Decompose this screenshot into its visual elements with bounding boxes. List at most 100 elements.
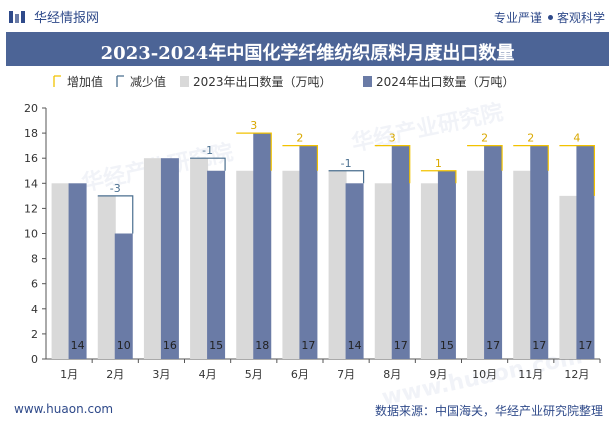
change-label-8: 3 xyxy=(389,132,396,145)
header: 华经情报网 专业严谨 客观科学 xyxy=(0,0,615,32)
change-bracket-7 xyxy=(328,170,365,184)
bar-2024-1 xyxy=(68,183,87,359)
bar-2023-5 xyxy=(236,170,255,359)
bar-2023-2 xyxy=(97,195,116,359)
legend-swatch-increase xyxy=(53,75,61,87)
x-tick-label-12: 12月 xyxy=(564,368,589,381)
bar-2024-6 xyxy=(299,145,318,359)
bar-2023-6 xyxy=(282,170,301,359)
y-tick-label-9: 18 xyxy=(24,127,38,140)
change-bracket-6 xyxy=(282,145,319,171)
data-label-2024-8: 17 xyxy=(394,339,408,352)
tagline-dot-icon xyxy=(547,15,553,20)
change-bracket-10 xyxy=(467,145,503,171)
chart-area: 增加值 减少值 2023年出口数量（万吨） 2024年出口数量（万吨） 0 2 4 6 8 10 1… xyxy=(24,74,601,381)
change-label-5: 3 xyxy=(250,119,257,132)
legend-label-increase: 增加值 xyxy=(67,74,103,89)
x-tick-label-5: 5月 xyxy=(245,368,263,381)
data-label-2024-5: 18 xyxy=(255,339,269,352)
x-tick-label-3: 3月 xyxy=(152,368,170,381)
data-label-2024-3: 16 xyxy=(163,339,177,352)
data-label-2024-10: 17 xyxy=(486,339,500,352)
tagline: 专业严谨 客观科学 xyxy=(494,9,605,26)
data-label-2024-9: 15 xyxy=(440,339,454,352)
change-bracket-12 xyxy=(559,145,596,196)
tagline-1: 专业严谨 xyxy=(493,11,542,25)
tagline-2: 客观科学 xyxy=(556,11,605,25)
brand-logo-icon xyxy=(9,10,25,23)
x-tick-label-7: 7月 xyxy=(337,368,355,381)
footer-source: 数据来源：中国海关，华经产业研究院整理 xyxy=(374,404,603,418)
legend-label-s2024: 2024年出口数量（万吨） xyxy=(376,74,515,89)
bar-2024-5 xyxy=(253,133,272,359)
bar-2024-8 xyxy=(391,145,410,359)
change-label-9: 1 xyxy=(435,157,442,170)
bar-2024-12 xyxy=(576,145,595,359)
legend-label-decrease: 减少值 xyxy=(130,74,166,89)
bar-2023-10 xyxy=(467,170,486,359)
y-tick-label-8: 16 xyxy=(24,152,38,165)
bar-2024-7 xyxy=(345,183,364,359)
bar-2024-9 xyxy=(437,170,456,359)
legend-label-s2023: 2023年出口数量（万吨） xyxy=(193,74,332,89)
legend-swatch-2024 xyxy=(363,76,372,87)
bar-2024-2 xyxy=(114,233,133,359)
data-label-2024-4: 15 xyxy=(209,339,223,352)
bar-2024-10 xyxy=(484,145,503,359)
x-tick-label-11: 11月 xyxy=(518,368,543,381)
x-tick-label-10: 10月 xyxy=(472,368,497,381)
change-bracket-2 xyxy=(97,195,134,234)
change-label-10: 2 xyxy=(481,132,488,145)
change-bracket-11 xyxy=(513,145,549,171)
change-bracket-4 xyxy=(190,157,226,171)
brand: 华经情报网 xyxy=(8,7,99,26)
change-label-12: 4 xyxy=(573,132,580,145)
legend-swatch-decrease xyxy=(116,75,124,87)
y-tick-label-6: 12 xyxy=(24,202,38,215)
bar-2023-11 xyxy=(513,170,532,359)
y-tick-label-2: 4 xyxy=(31,303,38,316)
title-bar: 2023-2024年中国化学纤维纺织原料月度出口数量 xyxy=(6,32,609,66)
bar-2023-9 xyxy=(420,183,439,359)
data-label-2024-7: 14 xyxy=(348,339,362,352)
bar-2023-8 xyxy=(374,183,393,359)
change-bracket-5 xyxy=(236,132,272,171)
footer-website[interactable]: www.huaon.com xyxy=(14,402,114,416)
y-tick-label-7: 14 xyxy=(24,177,38,190)
data-label-2024-12: 17 xyxy=(578,339,592,352)
bar-2023-7 xyxy=(328,170,347,359)
change-bracket-9 xyxy=(420,170,457,184)
y-tick-label-5: 10 xyxy=(24,228,38,241)
x-tick-label-6: 6月 xyxy=(291,368,309,381)
y-tick-label-1: 2 xyxy=(31,328,38,341)
change-label-2: -3 xyxy=(110,182,121,195)
y-tick-label-3: 6 xyxy=(31,278,38,291)
y-tick-label-4: 8 xyxy=(31,253,38,266)
bar-2023-1 xyxy=(51,183,70,359)
change-label-6: 2 xyxy=(296,132,303,145)
change-bracket-8 xyxy=(374,145,411,184)
x-tick-label-4: 4月 xyxy=(199,368,217,381)
change-label-7: -1 xyxy=(341,157,352,170)
data-label-2024-1: 14 xyxy=(71,339,85,352)
bar-2023-4 xyxy=(190,158,209,359)
bar-2023-3 xyxy=(143,158,162,359)
y-tick-label-10: 20 xyxy=(24,102,38,115)
data-label-2024-11: 17 xyxy=(532,339,546,352)
brand-name: 华经情报网 xyxy=(34,11,100,26)
y-tick-label-0: 0 xyxy=(31,353,38,366)
bar-2023-12 xyxy=(559,195,578,359)
change-label-4: -1 xyxy=(202,144,213,157)
x-tick-label-2: 2月 xyxy=(106,368,124,381)
legend-swatch-2023 xyxy=(180,76,189,87)
data-label-2024-6: 17 xyxy=(301,339,315,352)
x-tick-label-9: 9月 xyxy=(429,368,447,381)
x-tick-label-8: 8月 xyxy=(383,368,401,381)
bar-2024-4 xyxy=(207,170,226,359)
bar-2024-3 xyxy=(160,158,179,359)
x-tick-label-1: 1月 xyxy=(60,368,78,381)
change-label-11: 2 xyxy=(527,132,534,145)
chart-title: 2023-2024年中国化学纤维纺织原料月度出口数量 xyxy=(100,43,515,64)
bar-2024-11 xyxy=(530,145,549,359)
